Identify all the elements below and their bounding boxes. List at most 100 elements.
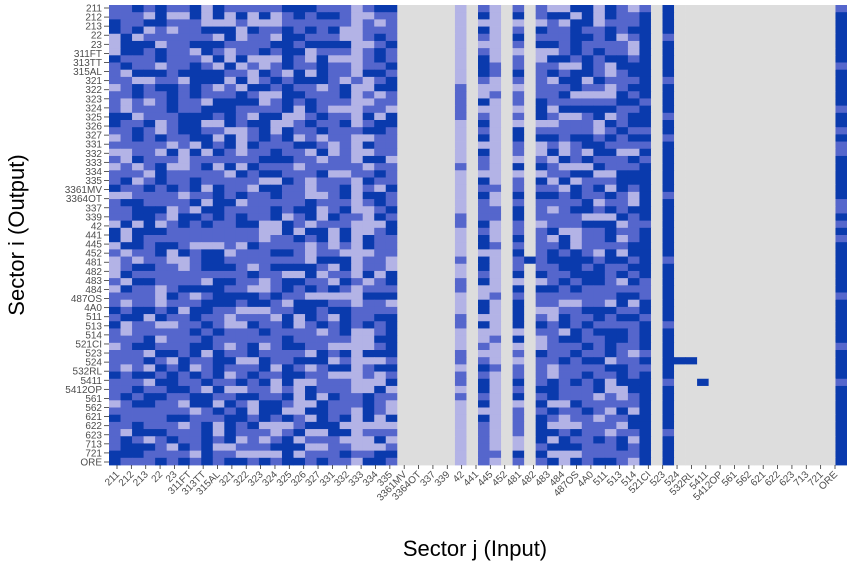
heatmap-cell <box>408 199 421 207</box>
heatmap-cell <box>362 213 375 222</box>
heatmap-cell <box>443 69 456 78</box>
heatmap-cell <box>789 148 802 157</box>
heatmap-cell <box>397 299 410 308</box>
heatmap-cell <box>316 227 329 236</box>
heatmap-cell <box>812 177 825 186</box>
heatmap-cell <box>547 400 560 408</box>
heatmap-cell <box>270 421 283 430</box>
heatmap-cell <box>374 443 387 452</box>
heatmap-cell <box>351 191 364 200</box>
heatmap-cell <box>685 350 698 358</box>
heatmap-cell <box>535 342 548 351</box>
heatmap-cell <box>777 457 790 466</box>
heatmap-cell <box>120 457 133 466</box>
heatmap-cell <box>489 371 502 380</box>
heatmap-cell <box>823 55 836 63</box>
heatmap-cell <box>431 364 444 372</box>
heatmap-cell <box>835 227 847 236</box>
heatmap-cell <box>512 112 525 121</box>
heatmap-cell <box>155 270 168 279</box>
heatmap-cell <box>374 84 387 92</box>
heatmap-cell <box>328 55 341 63</box>
heatmap-cell <box>328 235 341 243</box>
heatmap-cell <box>281 400 294 408</box>
heatmap-cell <box>777 436 790 444</box>
heatmap-cell <box>512 184 525 193</box>
heatmap-cell <box>570 213 583 222</box>
heatmap-cell <box>478 357 490 365</box>
heatmap-cell <box>731 321 744 329</box>
heatmap-cell <box>685 235 698 243</box>
heatmap-cell <box>339 227 352 236</box>
heatmap-cell <box>685 328 698 337</box>
heatmap-cell <box>212 256 225 265</box>
heatmap-cell <box>109 48 121 56</box>
heatmap-cell <box>374 155 387 164</box>
heatmap-cell <box>178 450 191 459</box>
heatmap-cell <box>524 328 537 337</box>
heatmap-cell <box>189 306 202 315</box>
heatmap-cell <box>362 235 375 243</box>
heatmap-cell <box>166 400 179 408</box>
heatmap-cell <box>789 314 802 322</box>
heatmap-cell <box>258 177 271 186</box>
heatmap-cell <box>570 278 583 286</box>
heatmap-cell <box>662 436 675 444</box>
heatmap-cell <box>674 457 686 466</box>
heatmap-cell <box>420 19 433 27</box>
heatmap-cell <box>120 443 133 452</box>
heatmap-cell <box>385 314 398 322</box>
heatmap-cell <box>281 148 294 157</box>
heatmap-cell <box>132 335 144 344</box>
y-tick-label: 325 <box>85 112 102 123</box>
heatmap-cell <box>743 177 756 186</box>
heatmap-cell <box>570 314 583 322</box>
heatmap-cell <box>201 170 214 178</box>
heatmap-cell <box>512 350 525 358</box>
heatmap-cell <box>270 299 283 308</box>
heatmap-cell <box>431 213 444 222</box>
y-tick-label: 337 <box>85 203 102 214</box>
heatmap-cell <box>547 249 560 257</box>
heatmap-cell <box>731 26 744 35</box>
heatmap-cell <box>443 120 456 128</box>
heatmap-cell <box>270 40 283 49</box>
heatmap-cell <box>812 263 825 272</box>
heatmap-cell <box>524 40 537 49</box>
heatmap-cell <box>281 342 294 351</box>
heatmap-cell <box>178 306 191 315</box>
heatmap-cell <box>593 443 606 452</box>
heatmap-cell <box>478 270 490 279</box>
heatmap-cell <box>466 141 479 150</box>
heatmap-cell <box>754 342 767 351</box>
heatmap-cell <box>478 407 490 416</box>
heatmap-cell <box>731 429 744 437</box>
y-tick-label: 561 <box>85 394 102 405</box>
heatmap-cell <box>143 335 156 344</box>
heatmap-cell <box>224 299 237 308</box>
heatmap-cell <box>501 163 513 171</box>
heatmap-cell <box>132 141 144 150</box>
heatmap-cell <box>558 299 571 308</box>
heatmap-cell <box>466 40 479 49</box>
heatmap-cell <box>650 163 663 171</box>
heatmap-cell <box>132 385 144 394</box>
heatmap-cell <box>593 292 606 301</box>
heatmap-cell <box>708 342 721 351</box>
heatmap-cell <box>178 220 191 229</box>
heatmap-cell <box>120 299 133 308</box>
heatmap-cell <box>339 342 352 351</box>
heatmap-cell <box>443 163 456 171</box>
heatmap-cell <box>443 84 456 92</box>
heatmap-cell <box>316 33 329 42</box>
heatmap-cell <box>178 120 191 128</box>
heatmap-cell <box>385 364 398 372</box>
heatmap-cell <box>270 357 283 365</box>
heatmap-cell <box>823 450 836 459</box>
heatmap-cell <box>385 450 398 459</box>
heatmap-cell <box>224 19 237 27</box>
heatmap-cell <box>662 76 675 85</box>
heatmap-cell <box>316 19 329 27</box>
heatmap-cell <box>351 177 364 186</box>
heatmap-cell <box>800 206 813 214</box>
